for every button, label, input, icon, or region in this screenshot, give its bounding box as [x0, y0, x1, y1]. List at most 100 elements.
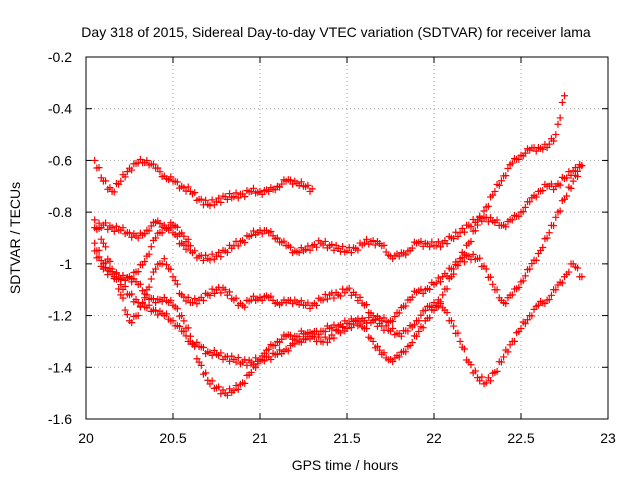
y-tick-label: -0.8 [48, 204, 72, 220]
data-point [226, 357, 234, 365]
data-point [313, 243, 321, 251]
data-point [402, 251, 410, 259]
data-point [226, 190, 234, 198]
data-point [563, 192, 571, 200]
data-point [552, 286, 560, 294]
data-point [380, 241, 388, 249]
data-point [515, 283, 523, 291]
data-point [154, 164, 162, 172]
data-point [169, 317, 177, 325]
data-point [345, 284, 353, 292]
data-point [330, 246, 338, 254]
data-point [217, 198, 225, 206]
data-point [417, 311, 425, 319]
data-point [191, 189, 199, 197]
y-tick-label: -0.4 [48, 101, 72, 117]
data-point [567, 184, 575, 192]
data-point [437, 278, 445, 286]
data-point [421, 306, 429, 314]
data-point [376, 346, 384, 354]
data-point [550, 137, 558, 145]
data-point [141, 294, 149, 302]
data-point [173, 280, 181, 288]
data-point [502, 300, 510, 308]
data-point [336, 329, 344, 337]
data-point [256, 356, 264, 364]
data-point [128, 233, 136, 241]
data-point [128, 290, 136, 298]
data-point [210, 347, 218, 355]
data-point [119, 224, 127, 232]
data-point [454, 262, 462, 270]
data-point [265, 345, 273, 353]
data-point [502, 223, 510, 231]
data-point [471, 367, 479, 375]
data-point [249, 184, 257, 192]
data-point [106, 257, 114, 265]
data-point [121, 306, 129, 314]
data-point [180, 317, 188, 325]
data-point [182, 297, 190, 305]
data-point [569, 177, 577, 185]
data-point [410, 321, 418, 329]
data-point [217, 349, 225, 357]
data-point [158, 260, 166, 268]
data-point [117, 281, 125, 289]
data-point [489, 191, 497, 199]
data-point [147, 243, 155, 251]
data-point [230, 387, 238, 395]
data-point [524, 316, 532, 324]
data-point [450, 265, 458, 273]
data-point [136, 280, 144, 288]
y-tick-labels: -0.2 -0.4 -0.6 -0.8 -1 -1.2 -1.4 -1.6 [48, 49, 72, 427]
data-point [330, 294, 338, 302]
data-point [330, 334, 338, 342]
data-point [332, 326, 340, 334]
data-point [365, 314, 373, 322]
data-point [428, 303, 436, 311]
data-point [258, 190, 266, 198]
data-point [223, 195, 231, 203]
data-point [432, 279, 440, 287]
data-point [408, 339, 416, 347]
data-point [297, 178, 305, 186]
data-point [534, 301, 542, 309]
data-point [102, 243, 110, 251]
data-point [556, 114, 564, 122]
data-point [134, 234, 142, 242]
data-point [152, 306, 160, 314]
data-point [561, 92, 568, 100]
data-point [306, 246, 314, 254]
data-point [297, 297, 305, 305]
data-point [519, 208, 527, 216]
y-axis-label: SDTVAR / TECUs [7, 182, 23, 294]
data-point [419, 324, 427, 332]
data-point [339, 323, 347, 331]
data-point [491, 187, 499, 195]
data-point [202, 196, 210, 204]
data-point [267, 292, 275, 300]
data-point [443, 240, 451, 248]
data-point [278, 180, 286, 188]
data-point [460, 258, 468, 266]
data-point [493, 367, 501, 375]
data-point [460, 345, 468, 353]
data-point [186, 242, 194, 250]
data-point [273, 234, 281, 242]
data-point [321, 328, 329, 336]
data-point [286, 331, 294, 339]
data-point [460, 228, 468, 236]
data-point [380, 314, 388, 322]
data-point [467, 361, 475, 369]
data-point [447, 317, 455, 325]
data-point [141, 258, 149, 266]
data-point [243, 361, 251, 369]
data-point [308, 185, 316, 193]
y-tick-label: -1.6 [48, 411, 72, 427]
data-point [112, 270, 120, 278]
data-point [330, 321, 338, 329]
data-point [182, 245, 190, 253]
data-point [402, 302, 410, 310]
data-point [284, 347, 292, 355]
data-point [234, 194, 242, 202]
